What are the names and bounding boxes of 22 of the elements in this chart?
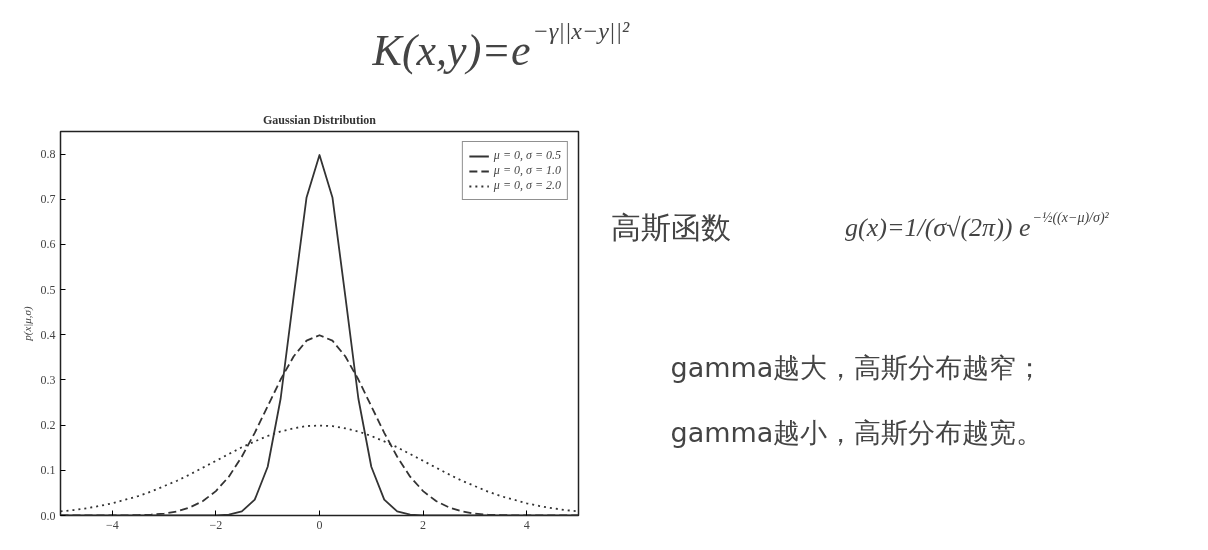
y-tick-label: 0.0 <box>40 508 56 523</box>
x-tick-label: −2 <box>209 517 223 532</box>
x-tick-label: 2 <box>420 517 427 532</box>
x-tick-label: −4 <box>105 517 119 532</box>
x-tick-label: 4 <box>523 517 530 532</box>
text: 高斯函数 <box>610 210 731 245</box>
y-tick-label: 0.6 <box>40 237 56 252</box>
legend-label: μ = 0, σ = 1.0 <box>493 163 561 178</box>
y-tick-label: 0.7 <box>40 192 56 207</box>
y-tick-label: 0.4 <box>40 327 56 342</box>
chart-title: Gaussian Distribution <box>262 112 377 127</box>
y-tick-label: 0.2 <box>40 418 56 433</box>
y-tick-label: 0.1 <box>40 463 56 478</box>
y-tick-label: 0.5 <box>40 282 56 297</box>
legend-label: μ = 0, σ = 0.5 <box>493 148 561 163</box>
y-axis-title: p(x|μ,σ) <box>20 305 34 342</box>
y-tick-label: 0.3 <box>40 372 56 387</box>
x-tick-label: 0 <box>316 517 323 532</box>
y-tick-label: 0.8 <box>40 147 56 162</box>
text: gamma越大，高斯分布越窄； <box>670 351 1044 383</box>
legend-label: μ = 0, σ = 2.0 <box>493 178 561 193</box>
text: gamma越小，高斯分布越宽。 <box>670 417 1044 449</box>
